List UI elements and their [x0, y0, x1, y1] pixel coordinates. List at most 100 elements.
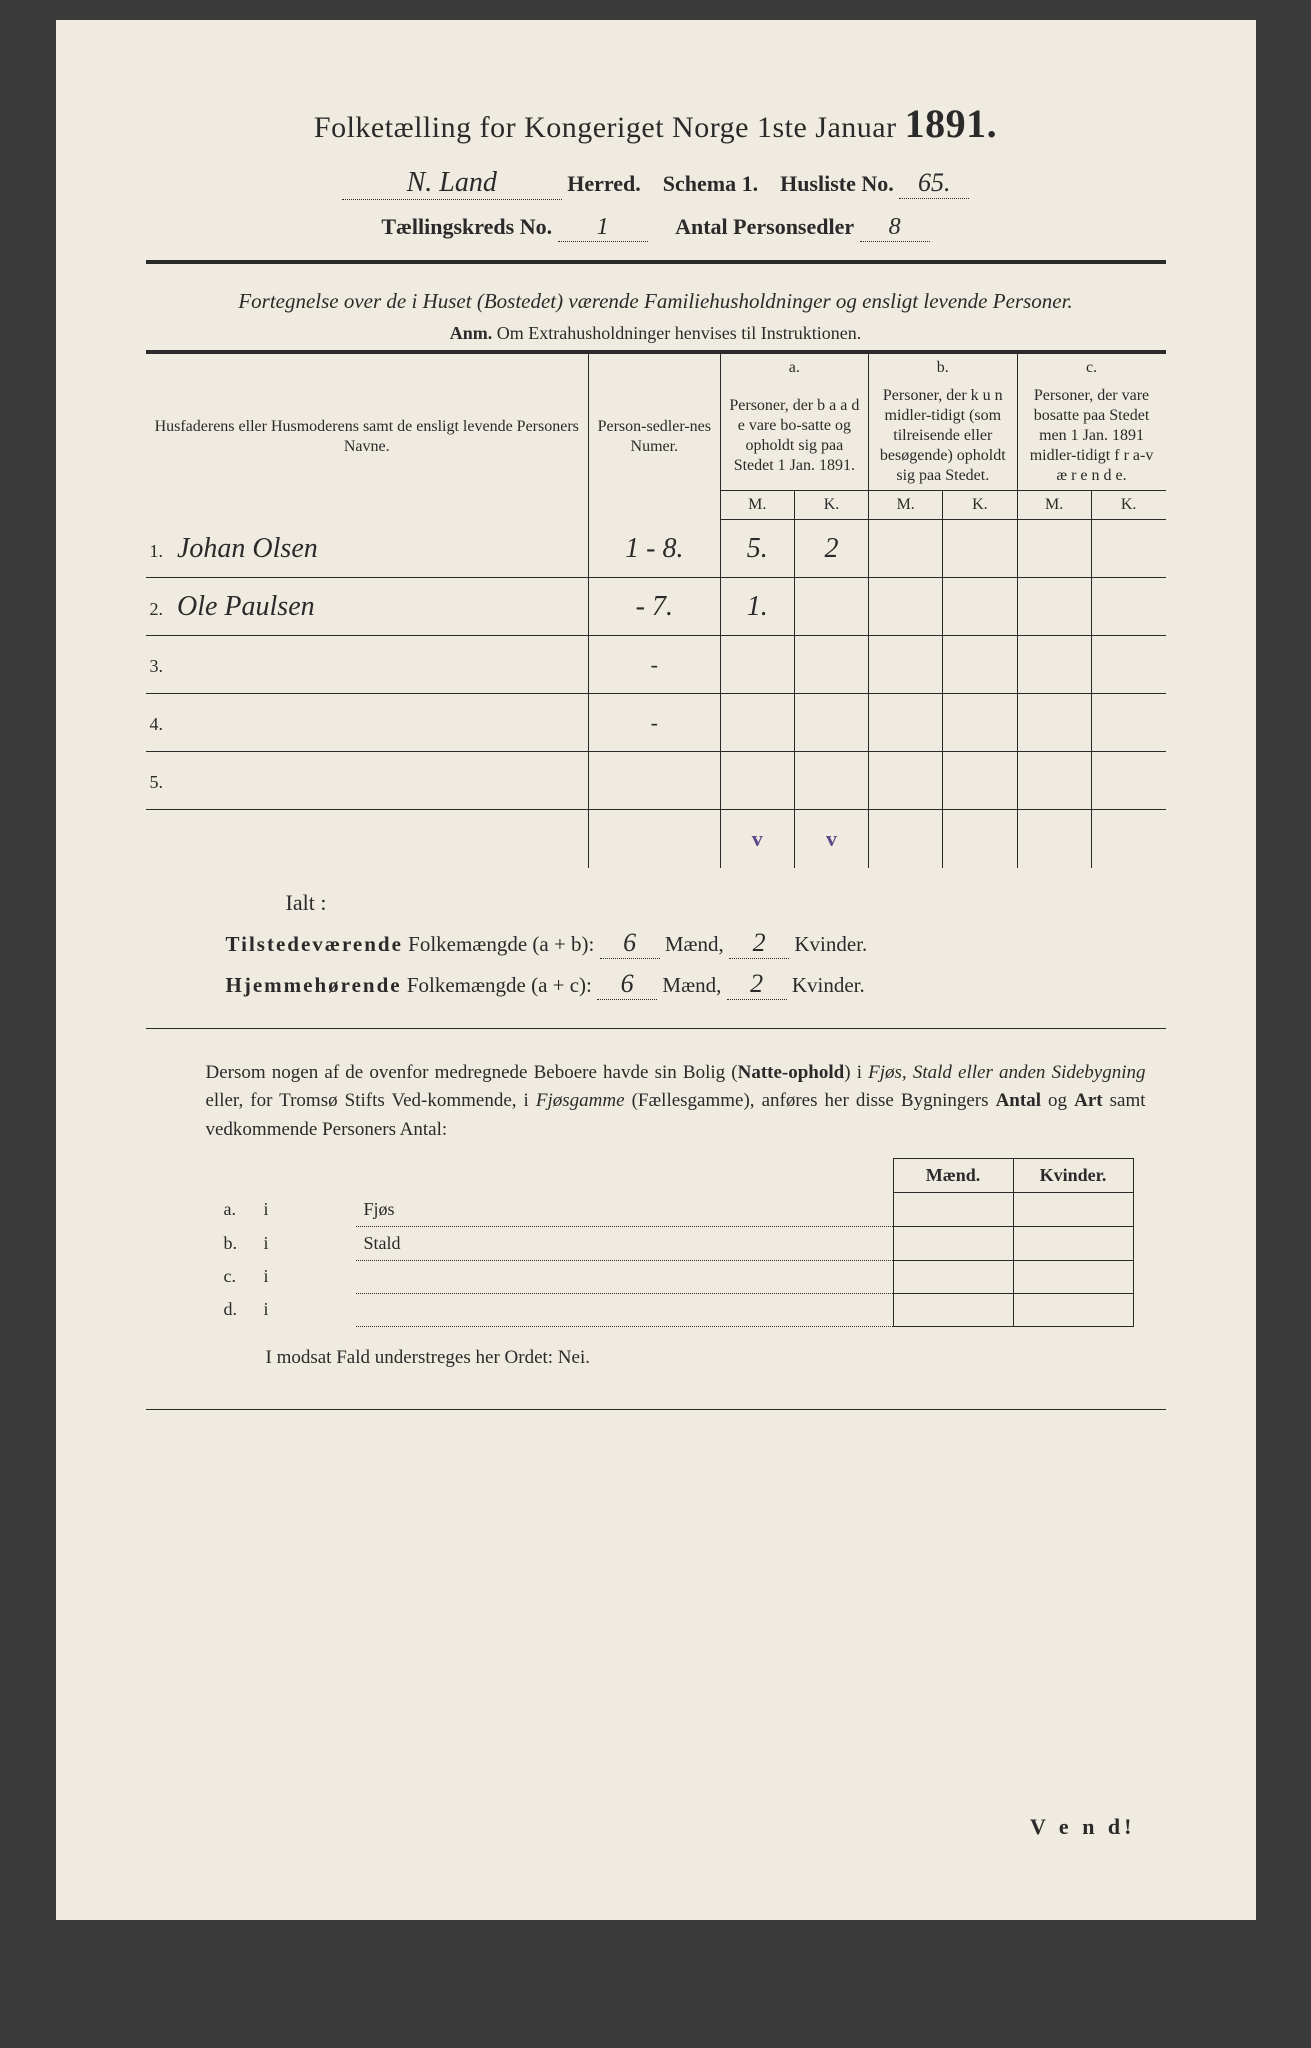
total-k-1: 2: [729, 928, 789, 959]
col-c-label: c.: [1017, 352, 1165, 382]
sub-lbl: c.: [216, 1260, 256, 1293]
cell-bM: [869, 578, 943, 636]
col-a-desc: Personer, der b a a d e vare bo-satte og…: [720, 382, 868, 491]
p-b1: Natte-ophold: [738, 1062, 845, 1083]
p-b3: Art: [1074, 1090, 1102, 1111]
p-t5: og: [1041, 1090, 1074, 1111]
hjemme-label: Hjemmehørende: [226, 973, 402, 997]
kreds-value: 1: [558, 214, 648, 242]
sub-i: i: [256, 1260, 356, 1293]
sub-row: a. i Fjøs: [216, 1193, 1134, 1227]
antal-value: 8: [860, 214, 930, 242]
sub-row: b. i Stald: [216, 1226, 1134, 1260]
title-prefix: Folketælling for Kongeriget Norge 1ste J…: [314, 111, 897, 144]
col-b-k: K.: [943, 491, 1017, 520]
col-b-label: b.: [869, 352, 1017, 382]
col-a-label: a.: [720, 352, 868, 382]
maend-label: Mænd,: [665, 932, 724, 956]
col-c-m: M.: [1017, 491, 1091, 520]
col-b-desc: Personer, der k u n midler-tidigt (som t…: [869, 382, 1017, 491]
header-line-2: N. Land Herred. Schema 1. Husliste No. 6…: [146, 167, 1166, 200]
col-c-desc: Personer, der vare bosatte paa Stedet me…: [1017, 382, 1165, 491]
col-names-header: Husfaderens eller Husmoderens samt de en…: [146, 352, 589, 520]
col-a-m: M.: [720, 491, 794, 520]
rule-2: [146, 1028, 1166, 1029]
row-number: 5.: [150, 772, 172, 793]
table-row: 4. -: [146, 694, 1166, 752]
table-body: 1. Johan Olsen 1 - 8. 5. 2 2. Ole Paulse…: [146, 520, 1166, 868]
sub-i: i: [256, 1193, 356, 1227]
sub-i: i: [256, 1293, 356, 1326]
p-t3: eller, for Tromsø Stifts Ved-kommende, i: [206, 1090, 536, 1111]
husliste-value: 65.: [899, 168, 969, 199]
tilstede-label: Tilstedeværende: [226, 932, 403, 956]
p-i1: Fjøs, Stald eller anden Sidebygning: [868, 1062, 1145, 1083]
cell-bK: [943, 520, 1017, 578]
total-k-2: 2: [727, 969, 787, 1000]
cell-cM: [1017, 578, 1091, 636]
side-building-paragraph: Dersom nogen af de ovenfor medregnede Be…: [206, 1059, 1146, 1145]
table-check-row: v v: [146, 810, 1166, 868]
col-numer-header: Person-sedler-nes Numer.: [588, 352, 720, 520]
total-m-1: 6: [600, 928, 660, 959]
anm-line: Anm. Om Extrahusholdninger henvises til …: [146, 323, 1166, 344]
cell-aK: 2: [824, 533, 838, 564]
title-row: Folketælling for Kongeriget Norge 1ste J…: [146, 100, 1166, 147]
sub-i: i: [256, 1226, 356, 1260]
person-name: Ole Paulsen: [177, 591, 315, 622]
col-b-m: M.: [869, 491, 943, 520]
p-b2: Antal: [996, 1090, 1041, 1111]
check-mark-icon: v: [826, 826, 837, 851]
cell-aM: 1.: [747, 591, 768, 622]
sub-kvinder-header: Kvinder.: [1013, 1159, 1133, 1193]
census-form-page: Folketælling for Kongeriget Norge 1ste J…: [56, 20, 1256, 1920]
row-number: 1.: [150, 541, 172, 562]
sub-table: Mænd. Kvinder. a. i Fjøs b. i Stald c. i…: [216, 1158, 1134, 1327]
sub-kind: Stald: [364, 1233, 401, 1253]
row-number: 4.: [150, 714, 172, 735]
cell-cK: [1091, 578, 1165, 636]
col-names-text: Husfaderens eller Husmoderens samt de en…: [155, 418, 579, 455]
herred-value: N. Land: [342, 167, 562, 200]
cell-aK: [794, 578, 868, 636]
col-c-k: K.: [1091, 491, 1165, 520]
sub-row: d. i: [216, 1293, 1134, 1326]
row-number: 3.: [150, 656, 172, 677]
header-line-3: Tællingskreds No. 1 Antal Personsedler 8: [146, 214, 1166, 242]
cell-numer: - 7.: [636, 591, 673, 622]
check-mark-icon: v: [752, 826, 763, 851]
cell-cK: [1091, 520, 1165, 578]
kreds-label: Tællingskreds No.: [381, 214, 552, 239]
sub-lbl: d.: [216, 1293, 256, 1326]
sub-lbl: b.: [216, 1226, 256, 1260]
totals-line-1: Tilstedeværende Folkemængde (a + b): 6 M…: [226, 928, 1166, 959]
rule-1: [146, 260, 1166, 264]
cell-numer: -: [588, 636, 720, 694]
kvinder-label: Kvinder.: [794, 932, 867, 956]
cell-cM: [1017, 520, 1091, 578]
maend-label-2: Mænd,: [662, 973, 721, 997]
folkemaengde-ab: Folkemængde (a + b):: [408, 932, 594, 956]
schema-value: 1.: [742, 171, 759, 196]
table-row: 5.: [146, 752, 1166, 810]
main-table: Husfaderens eller Husmoderens samt de en…: [146, 350, 1166, 868]
schema-label: Schema: [663, 171, 736, 196]
ialt-label: Ialt :: [286, 890, 1166, 916]
intro-text: Fortegnelse over de i Huset (Bostedet) v…: [206, 288, 1106, 315]
herred-label: Herred.: [567, 171, 641, 196]
sub-row: c. i: [216, 1260, 1134, 1293]
person-name: Johan Olsen: [177, 533, 318, 564]
table-row: 3. -: [146, 636, 1166, 694]
p-t1: Dersom nogen af de ovenfor medregnede Be…: [206, 1062, 738, 1083]
title-year: 1891.: [905, 101, 998, 146]
husliste-label: Husliste No.: [780, 171, 894, 196]
antal-label: Antal Personsedler: [675, 214, 854, 239]
sub-kind: Fjøs: [364, 1199, 395, 1219]
total-m-2: 6: [597, 969, 657, 1000]
row-number: 2.: [150, 599, 172, 620]
cell-bM: [869, 520, 943, 578]
totals-line-2: Hjemmehørende Folkemængde (a + c): 6 Mæn…: [226, 969, 1166, 1000]
sub-lbl: a.: [216, 1193, 256, 1227]
table-row: 1. Johan Olsen 1 - 8. 5. 2: [146, 520, 1166, 578]
rule-3: [146, 1409, 1166, 1410]
